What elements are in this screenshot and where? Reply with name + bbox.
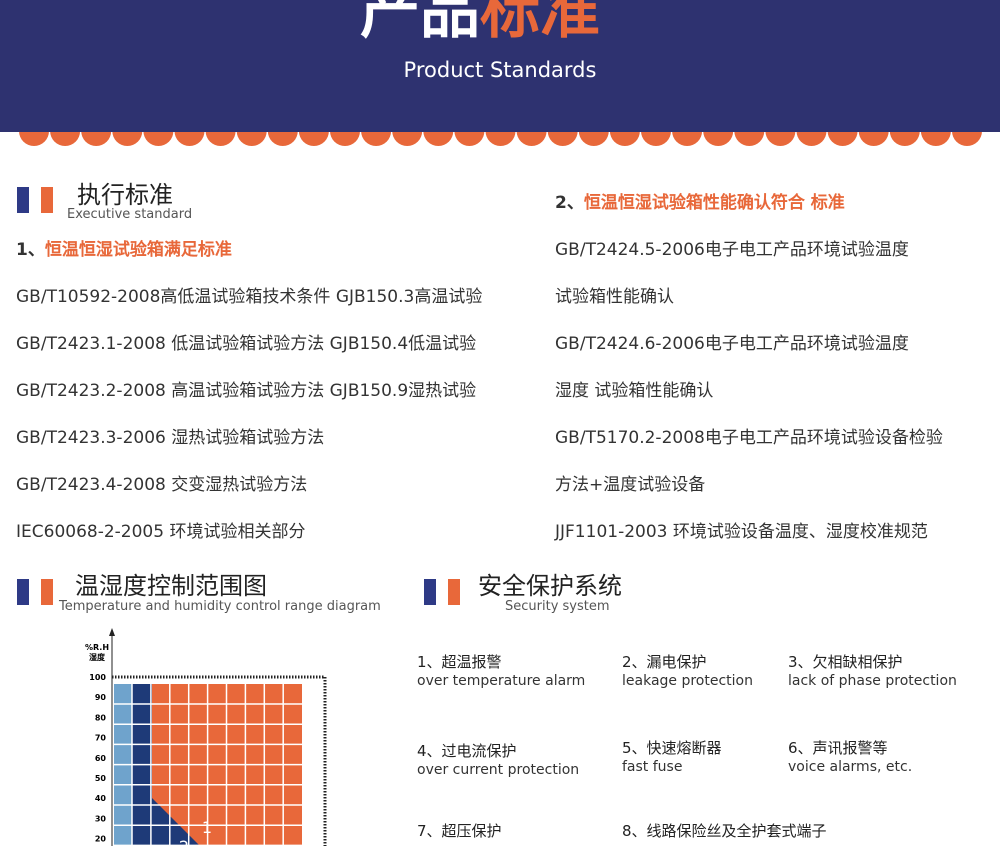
heading-number: 2、 [555, 193, 584, 213]
security-item-en: lack of phase protection [788, 673, 957, 689]
standard-line: GB/T2423.3-2006 湿热试验箱试验方法 [16, 428, 325, 448]
security-item-en: fast fuse [622, 759, 683, 775]
y-tick-label: 90 [95, 693, 107, 702]
region-label: 1 [202, 818, 212, 837]
security-item: 5、快速熔断器 [622, 739, 722, 757]
section-title: 执行标准 [77, 181, 173, 209]
list-heading: 1、恒温恒湿试验箱满足标准 [16, 235, 232, 260]
heading-text: 恒温恒湿试验箱满足标准 [44, 240, 232, 260]
standard-line: GB/T5170.2-2008电子电工产品环境试验设备检验 [555, 428, 943, 448]
heading-number: 1、 [16, 240, 45, 260]
y-tick-label: 30 [95, 814, 107, 823]
region-label: 2 [179, 837, 189, 846]
axis-label: 湿度 [89, 652, 106, 662]
security-item-en: over current protection [417, 762, 580, 778]
security-item: 6、声讯报警等 [788, 739, 888, 757]
standard-line: 方法+温度试验设备 [555, 475, 706, 495]
standard-line: JJF1101-2003 环境试验设备温度、湿度校准规范 [555, 522, 928, 542]
standard-line: GB/T2423.2-2008 高温试验箱试验方法 GJB150.9湿热试验 [16, 381, 477, 401]
standard-line: 试验箱性能确认 [555, 287, 674, 307]
y-tick-label: 80 [95, 713, 107, 722]
security-item: 8、线路保险丝及全护套式端子 [622, 822, 827, 840]
title-part1: 产品 [360, 0, 480, 47]
standard-line: GB/T2424.5-2006电子电工产品环境试验温度 [555, 240, 909, 260]
y-tick-label: 70 [95, 734, 107, 743]
security-item: 2、漏电保护 [622, 653, 707, 671]
security-item-en: leakage protection [622, 673, 753, 689]
flag-icon [424, 579, 460, 605]
heading-text: 恒温恒湿试验箱性能确认符合 标准 [583, 193, 845, 213]
section-subtitle: Security system [505, 599, 610, 614]
security-item-en: voice alarms, etc. [788, 759, 913, 775]
security-item: 3、欠相缺相保护 [788, 653, 903, 671]
section-subtitle: Temperature and humidity control range d… [59, 599, 381, 614]
standard-line: 湿度 试验箱性能确认 [555, 381, 714, 401]
header-band [0, 0, 1000, 132]
standard-line: GB/T2424.6-2006电子电工产品环境试验温度 [555, 334, 909, 354]
y-tick-label: 100 [89, 673, 106, 682]
standard-line: GB/T2423.4-2008 交变湿热试验方法 [16, 475, 308, 495]
standard-line: GB/T10592-2008高低温试验箱技术条件 GJB150.3高温试验 [16, 287, 483, 307]
flag-icon [17, 579, 53, 605]
title-part2: 标准 [480, 0, 600, 47]
section-title: 安全保护系统 [478, 572, 622, 600]
standard-line: IEC60068-2-2005 环境试验相关部分 [16, 522, 306, 542]
axis-unit: %R.H [85, 643, 109, 652]
y-tick-label: 20 [95, 835, 107, 844]
security-item: 4、过电流保护 [417, 742, 517, 760]
standard-line: GB/T2423.1-2008 低温试验箱试验方法 GJB150.4低温试验 [16, 334, 477, 354]
section-title: 温湿度控制范围图 [75, 572, 267, 600]
security-item: 1、超温报警 [417, 653, 502, 671]
section-subtitle: Executive standard [67, 207, 193, 222]
y-tick-label: 60 [95, 754, 107, 763]
header-subtitle: Product Standards [403, 58, 597, 82]
security-item: 7、超压保护 [417, 822, 502, 840]
flag-icon [17, 187, 53, 213]
range-diagram: %R.H 湿度 1 2 100 90 80 70 60 50 40 30 20 [85, 628, 327, 846]
y-tick-label: 50 [95, 774, 107, 783]
scallops [0, 118, 1000, 146]
security-item-en: over temperature alarm [417, 673, 586, 689]
header-title: 产品标准 [360, 0, 600, 52]
y-tick-label: 40 [95, 794, 107, 803]
list-heading: 2、恒温恒湿试验箱性能确认符合 标准 [555, 188, 845, 213]
